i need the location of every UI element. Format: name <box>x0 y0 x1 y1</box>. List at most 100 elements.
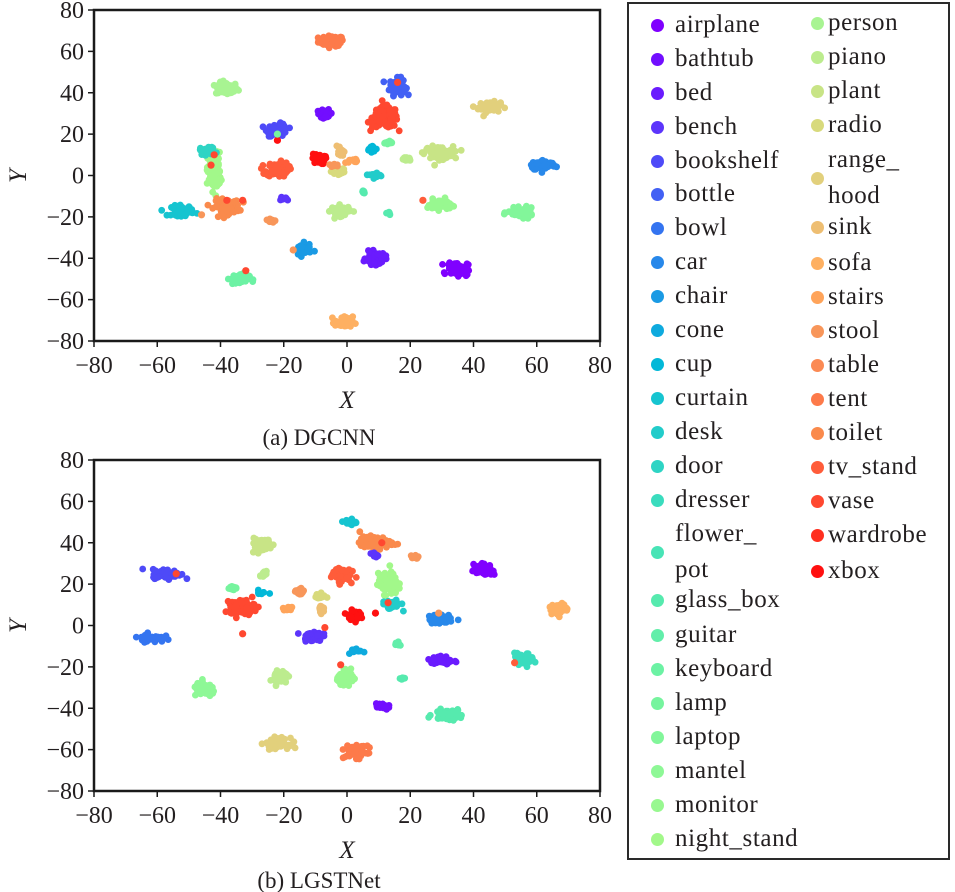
legend-item: dresser <box>651 483 750 517</box>
data-point <box>214 213 222 221</box>
legend-item: plant <box>811 74 881 108</box>
outlier-point <box>207 161 215 169</box>
data-point <box>264 739 271 747</box>
data-point <box>211 170 219 178</box>
cluster-monitor <box>424 194 458 215</box>
legend-marker-icon <box>811 392 824 406</box>
legend-marker-icon <box>651 425 664 439</box>
cluster-toilet <box>355 528 402 554</box>
cluster-bowl <box>132 629 172 646</box>
data-point <box>183 575 191 583</box>
y-tick-label: 80 <box>60 448 84 474</box>
legend-label: wardrobe <box>828 521 928 548</box>
data-point <box>344 207 352 215</box>
legend-marker-icon <box>651 18 664 32</box>
legend-label: monitor <box>675 791 759 818</box>
legend: airplane bathtub bed bench bookshelf bottle bo… <box>627 2 950 860</box>
data-point <box>423 145 431 153</box>
data-point <box>210 81 218 89</box>
data-point <box>458 711 465 719</box>
y-tick-label: 40 <box>60 531 84 557</box>
data-point <box>339 754 347 762</box>
outlier-point <box>337 661 345 669</box>
data-point <box>434 715 442 722</box>
cluster-cone <box>346 645 368 657</box>
data-point <box>269 541 277 549</box>
data-point <box>528 655 536 663</box>
data-point <box>395 127 403 135</box>
data-point <box>441 270 449 278</box>
data-point <box>557 608 564 616</box>
legend-item: chair <box>651 279 728 313</box>
data-point <box>455 261 462 269</box>
data-point <box>381 139 388 147</box>
data-point <box>387 568 395 576</box>
data-point <box>208 145 215 153</box>
legend-marker-icon <box>651 52 664 66</box>
legend-label: keyboard <box>675 655 773 682</box>
data-point <box>227 603 235 611</box>
legend-label: piano <box>828 43 887 70</box>
legend-item: curtain <box>651 381 749 415</box>
x-tick-label: −40 <box>202 353 240 379</box>
data-point <box>368 539 375 547</box>
legend-item: piano <box>811 40 887 74</box>
outlier-point <box>197 211 206 219</box>
scatter-points-dgcnn <box>158 32 560 330</box>
legend-item: bed <box>651 76 713 110</box>
data-point <box>549 159 556 167</box>
x-tick-label: −80 <box>75 353 113 379</box>
data-point <box>280 674 288 682</box>
data-point <box>230 208 238 216</box>
data-point <box>318 153 326 161</box>
cluster-glass-box <box>359 187 368 197</box>
data-point <box>452 268 460 276</box>
data-point <box>335 148 342 155</box>
legend-label: mantel <box>675 757 747 784</box>
outlier-point <box>210 151 218 159</box>
data-point <box>262 545 269 553</box>
legend-label: airplane <box>675 11 761 38</box>
cluster-stairs <box>342 155 361 167</box>
data-point <box>225 585 233 592</box>
data-point <box>286 124 293 132</box>
legend-marker-icon <box>651 289 664 303</box>
legend-item: night_stand <box>651 822 798 856</box>
legend-item: mantel <box>651 754 747 788</box>
cluster-tent <box>339 741 373 763</box>
data-point <box>435 202 442 210</box>
y-tick-label: 20 <box>60 122 84 148</box>
outlier-point <box>435 609 443 617</box>
data-point <box>366 744 373 751</box>
legend-label: person <box>828 9 899 36</box>
data-point <box>203 682 211 690</box>
legend-item: person <box>811 6 898 40</box>
data-point <box>243 604 251 612</box>
data-point <box>405 154 413 162</box>
legend-marker-icon <box>651 832 664 846</box>
cluster-night-stand <box>374 562 403 600</box>
data-point <box>258 740 266 748</box>
data-point <box>533 159 541 167</box>
data-point <box>199 686 206 694</box>
data-point <box>252 543 260 551</box>
data-point <box>386 107 394 114</box>
cluster-desk <box>380 596 407 615</box>
cluster-sink <box>333 142 348 159</box>
data-point <box>341 610 349 617</box>
data-point <box>411 553 418 560</box>
legend-marker-icon <box>651 221 664 235</box>
cluster-stool <box>407 551 422 562</box>
data-point <box>383 577 391 584</box>
legend-item: bottle <box>651 177 736 211</box>
y-tick-label: 80 <box>60 0 84 24</box>
data-point <box>158 206 166 214</box>
y-tick-label: 0 <box>72 164 84 190</box>
cluster-sofa <box>329 313 359 330</box>
data-point <box>272 682 280 690</box>
x-tick-label: −60 <box>138 353 176 379</box>
data-point <box>352 574 360 581</box>
data-point <box>405 91 412 99</box>
data-point <box>321 40 329 48</box>
data-point <box>511 649 518 657</box>
